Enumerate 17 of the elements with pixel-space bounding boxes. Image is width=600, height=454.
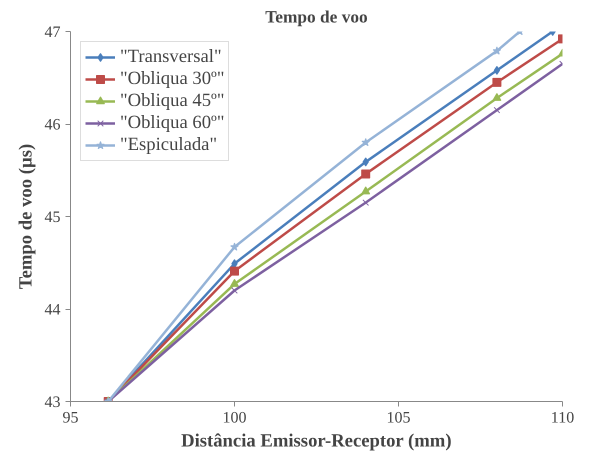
x-tick-label: 95 [62,410,78,426]
chart-title: Tempo de voo [265,8,368,26]
y-tick-label: 47 [44,24,60,41]
y-tick-label: 44 [44,302,60,318]
x-tick-label: 105 [386,410,410,426]
legend-label: "Obliqua 30º" [120,68,224,90]
x-tick-label: 110 [550,410,574,426]
y-tick-label: 43 [44,394,60,411]
legend-label: "Obliqua 45º" [120,90,224,112]
x-tick-label: 100 [222,410,246,426]
legend-label: "Espiculada" [120,134,218,156]
legend-label: "Transversal" [120,46,222,68]
y-tick-label: 45 [44,209,60,226]
x-axis-title: Distância Emissor-Receptor (mm) [181,430,452,452]
legend-label: "Obliqua 60º" [120,112,224,134]
y-tick-label: 46 [44,116,60,134]
y-axis-title: Tempo de voo (µs) [16,144,36,290]
